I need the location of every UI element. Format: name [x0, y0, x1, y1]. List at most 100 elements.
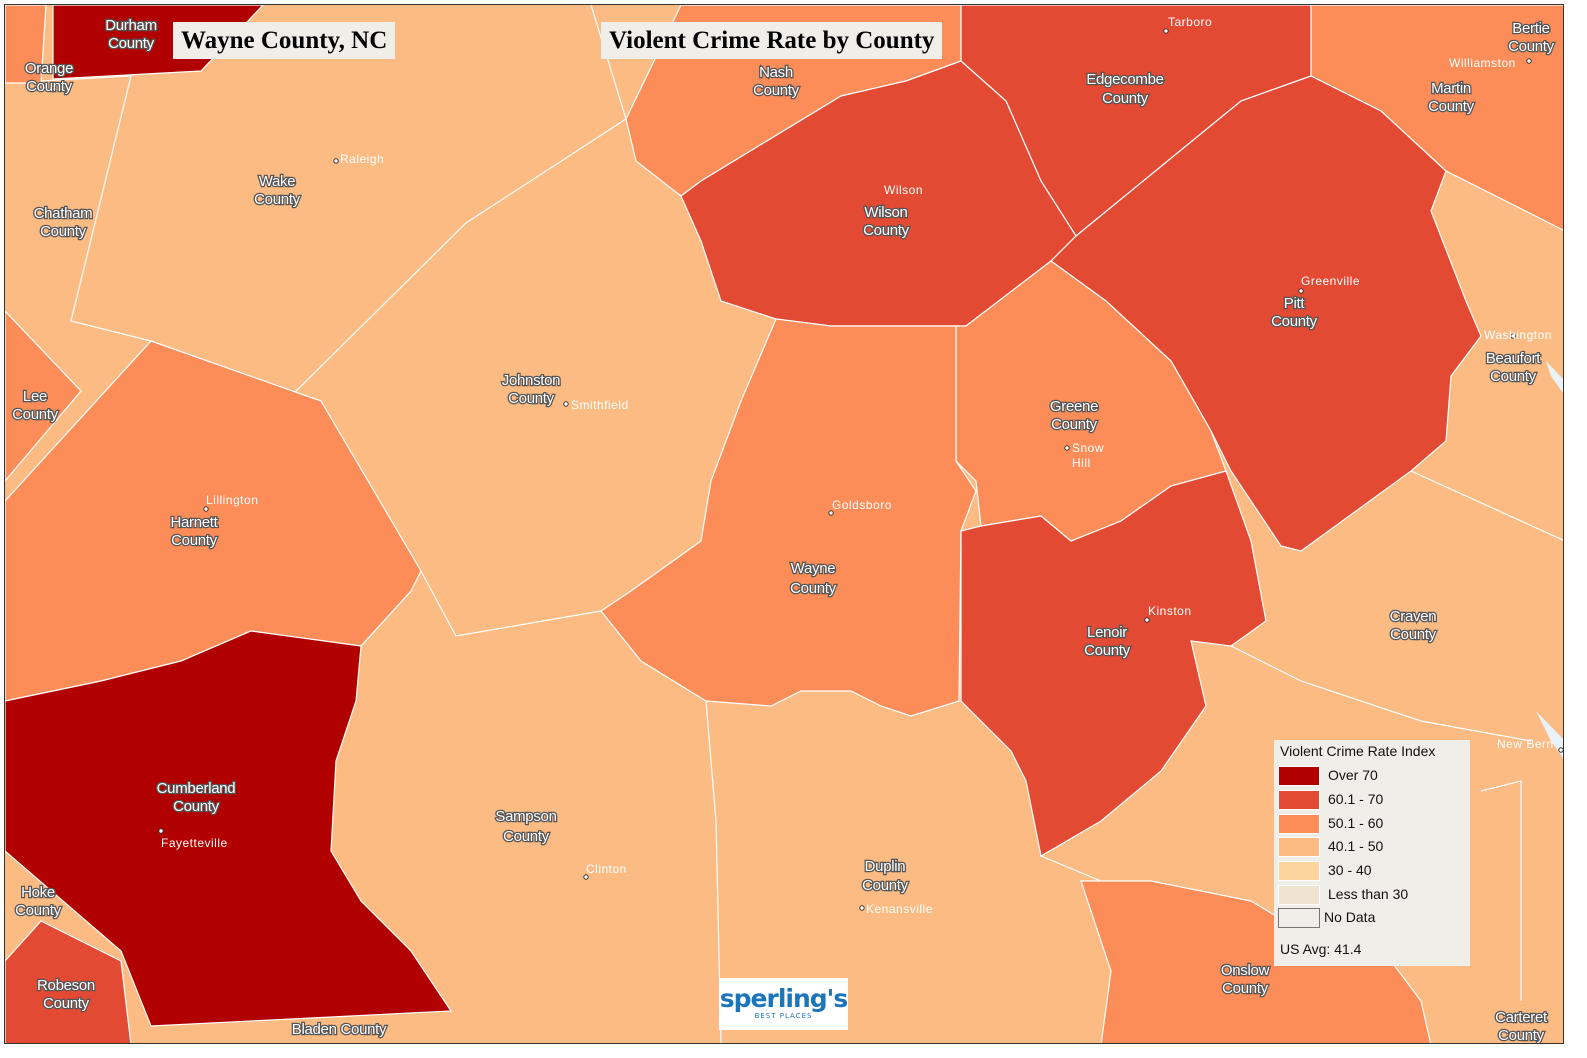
county-lee[interactable] [5, 310, 82, 482]
legend-swatch [1278, 814, 1320, 834]
label-carteret: Carteret County [1495, 1009, 1548, 1044]
legend-swatch [1278, 790, 1320, 810]
city-dot-washington [1510, 333, 1516, 339]
county-labels: Durham County Orange County Nash County Edg… [11, 16, 1556, 1044]
legend-swatch [1278, 766, 1320, 786]
label-onslow: Onslow County [1221, 962, 1270, 997]
label-wake: Wake County [254, 173, 301, 208]
city-dot-new-bern [1558, 747, 1563, 753]
city-greenville[interactable]: Greenville [1301, 274, 1360, 288]
logo-tagline: BEST PLACES [754, 1012, 813, 1020]
city-dot-lillington [203, 506, 209, 512]
city-fayetteville[interactable]: Fayetteville [161, 836, 228, 850]
city-dot-clinton [583, 874, 589, 880]
label-edgecombe: Edgecombe County [1086, 71, 1163, 107]
legend: Violent Crime Rate Index Over 70 60.1 - … [1274, 740, 1470, 966]
label-bertie: Bertie County [1508, 20, 1555, 55]
city-dot-williamston [1526, 58, 1532, 64]
legend-item: 50.1 - 60 [1278, 814, 1464, 836]
label-wayne: Wayne County [790, 560, 837, 597]
city-lillington[interactable]: Lillington [206, 493, 258, 507]
logo-name: sperling's [719, 984, 848, 1013]
legend-label: No Data [1324, 909, 1376, 925]
city-dot-tarboro [1163, 28, 1169, 34]
label-bladen: Bladen County [292, 1021, 387, 1038]
city-williamston[interactable]: Williamston [1449, 56, 1516, 70]
city-tarboro[interactable]: Tarboro [1168, 15, 1212, 29]
legend-item: 30 - 40 [1278, 861, 1464, 883]
label-craven: Craven County [1390, 608, 1437, 643]
city-snow-hill[interactable]: Snow Hill [1072, 441, 1104, 470]
boundary-line [1040, 855, 1102, 882]
water-body [1536, 711, 1563, 759]
city-clinton[interactable]: Clinton [586, 862, 627, 876]
label-wilson: Wilson County [863, 204, 910, 239]
label-pitt: Pitt County [1271, 295, 1318, 330]
city-dot-fayetteville [158, 828, 164, 834]
sperlings-logo[interactable]: sperling's BEST PLACES [719, 978, 848, 1030]
legend-item: Less than 30 [1278, 885, 1464, 907]
legend-swatch [1278, 837, 1320, 857]
city-dot-greenville [1298, 288, 1304, 294]
boundary-line [1480, 780, 1522, 1001]
county-orange[interactable] [5, 5, 47, 84]
label-hoke: Hoke County [15, 884, 62, 919]
legend-swatch [1278, 861, 1320, 881]
county-cumberland[interactable] [5, 630, 453, 1027]
water-body [1546, 361, 1563, 394]
city-kenansville[interactable]: Kenansville [866, 902, 933, 916]
city-wilson[interactable]: Wilson [884, 183, 923, 197]
legend-label: Over 70 [1328, 767, 1378, 783]
city-dot-kenansville [859, 905, 865, 911]
label-lee: Lee County [12, 388, 59, 423]
label-orange: Orange County [25, 60, 73, 95]
label-durham: Durham County [105, 17, 157, 52]
county-onslow[interactable] [1080, 880, 1432, 1044]
label-beaufort: Beaufort County [1486, 350, 1541, 385]
legend-label: 40.1 - 50 [1328, 838, 1384, 854]
label-sampson: Sampson County [495, 808, 556, 845]
legend-swatch [1278, 885, 1320, 905]
label-nash: Nash County [753, 64, 800, 99]
label-duplin: Duplin County [862, 858, 909, 894]
boundary-line [705, 700, 722, 1043]
city-dot-smithfield [563, 401, 569, 407]
legend-item: Over 70 [1278, 766, 1464, 788]
legend-item: No Data [1278, 908, 1464, 930]
city-dot-kinston [1144, 617, 1150, 623]
label-chatham: Chatham County [34, 205, 93, 240]
county-robeson[interactable] [5, 920, 132, 1044]
legend-label: 60.1 - 70 [1328, 791, 1384, 807]
legend-label: 30 - 40 [1328, 862, 1372, 878]
city-raleigh[interactable]: Raleigh [340, 152, 384, 166]
legend-item: 60.1 - 70 [1278, 790, 1464, 812]
city-goldsboro[interactable]: Goldsboro [832, 498, 892, 512]
city-washington[interactable]: Washington [1484, 328, 1552, 342]
city-labels: Tarboro Williamston Raleigh Wilson Green… [158, 15, 1563, 916]
county-wayne[interactable] [600, 318, 977, 717]
label-robeson: Robeson County [37, 977, 95, 1012]
label-harnett: Harnett County [170, 514, 218, 549]
legend-label: 50.1 - 60 [1328, 815, 1384, 831]
city-dot-snow-hill [1064, 445, 1070, 451]
label-johnston: Johnston County [502, 372, 560, 407]
boundary-line [1410, 470, 1563, 541]
location-title: Wayne County, NC [173, 22, 396, 59]
city-smithfield[interactable]: Smithfield [571, 398, 629, 412]
legend-item: 40.1 - 50 [1278, 837, 1464, 859]
city-new-bern[interactable]: New Bern [1497, 737, 1554, 751]
label-cumberland: Cumberland County [157, 780, 236, 815]
label-lenoir: Lenoir County [1084, 624, 1131, 659]
boundary-line [1230, 645, 1532, 742]
city-dot-goldsboro [828, 510, 834, 516]
label-greene: Greene County [1050, 398, 1098, 433]
map-title: Violent Crime Rate by County [601, 22, 943, 59]
legend-label: Less than 30 [1328, 886, 1409, 902]
label-martin: Martin County [1428, 80, 1475, 115]
city-dot-raleigh [333, 158, 339, 164]
city-kinston[interactable]: Kinston [1148, 604, 1192, 618]
legend-title: Violent Crime Rate Index [1280, 743, 1436, 759]
county-lenoir[interactable] [960, 470, 1267, 857]
us-average: US Avg: 41.4 [1280, 941, 1362, 957]
legend-swatch [1278, 908, 1320, 928]
